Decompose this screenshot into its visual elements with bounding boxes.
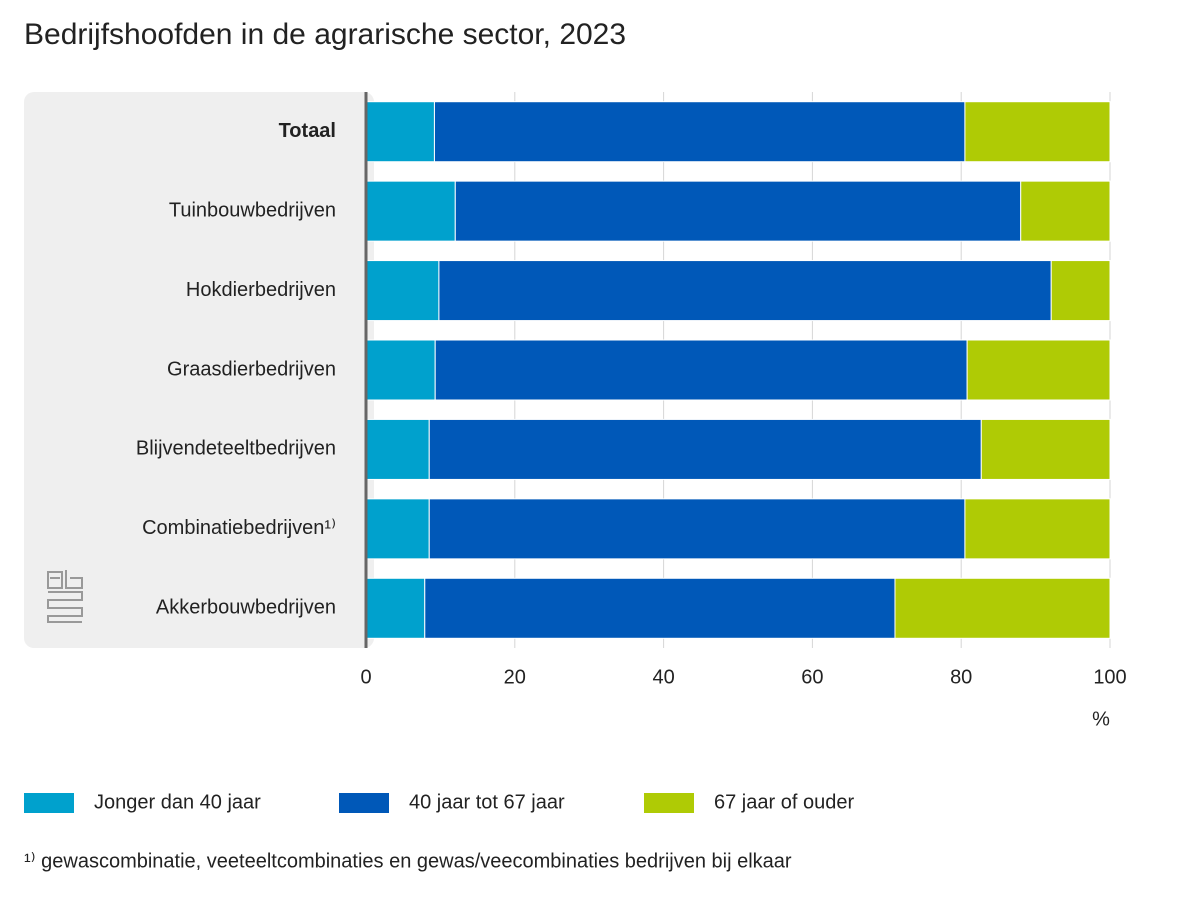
legend-label: 67 jaar of ouder (714, 791, 854, 813)
x-axis-label: % (1092, 708, 1110, 730)
legend-swatch (339, 793, 389, 813)
y-tick-label: Tuinbouwbedrijven (169, 199, 336, 221)
y-tick-label: Combinatiebedrijven¹⁾ (142, 517, 336, 539)
bar-segment (365, 339, 436, 401)
y-tick-label: Blijvendeteeltbedrijven (136, 438, 336, 460)
bar-segment (434, 339, 968, 401)
x-tick-label: 0 (360, 666, 371, 688)
y-tick-label: Totaal (279, 120, 336, 142)
logo (47, 570, 83, 623)
bar-segment (964, 498, 1111, 560)
x-tick-label: 20 (504, 666, 526, 688)
y-tick-label: Graasdierbedrijven (167, 358, 336, 380)
bar-segment (365, 418, 430, 480)
bar-segment (428, 498, 966, 560)
legend-swatch (24, 793, 74, 813)
bar-segment (966, 339, 1111, 401)
legend-swatch (644, 793, 694, 813)
bar-segment (424, 577, 896, 639)
bar-segment (365, 260, 440, 322)
bar-segment (1050, 260, 1111, 322)
bar-segment (428, 418, 982, 480)
bar-segment (980, 418, 1111, 480)
bar-segment (1020, 180, 1111, 242)
bar-segment (433, 101, 966, 163)
footnote: ¹⁾ gewascombinatie, veeteeltcombinaties … (24, 850, 792, 872)
y-tick-label: Hokdierbedrijven (186, 279, 336, 301)
x-tick-label: 100 (1093, 666, 1126, 688)
bar-segment (454, 180, 1022, 242)
x-tick-label: 60 (801, 666, 823, 688)
bar-segment (365, 180, 456, 242)
label-panel (24, 92, 374, 648)
bar-segment (365, 498, 430, 560)
bar-segment (438, 260, 1052, 322)
x-tick-label: 40 (652, 666, 674, 688)
chart-title: Bedrijfshoofden in de agrarische sector,… (24, 18, 626, 51)
legend-label: Jonger dan 40 jaar (94, 791, 261, 813)
bar-segment (365, 101, 435, 163)
bar-segment (365, 577, 426, 639)
y-tick-label: Akkerbouwbedrijven (156, 597, 336, 619)
x-tick-label: 80 (950, 666, 972, 688)
bar-segment (894, 577, 1111, 639)
bar-segment (964, 101, 1111, 163)
legend-label: 40 jaar tot 67 jaar (409, 791, 565, 813)
